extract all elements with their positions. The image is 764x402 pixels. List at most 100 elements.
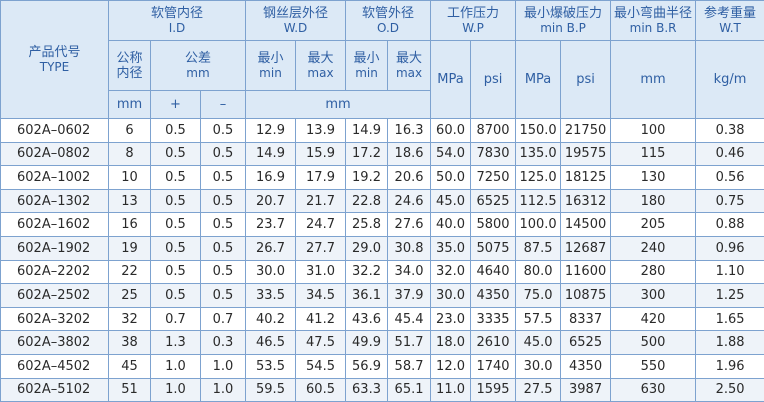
table-cell: 0.5 <box>151 166 201 190</box>
table-cell: 30.0 <box>246 260 296 284</box>
table-cell: 0.38 <box>696 119 764 143</box>
table-cell: 15.9 <box>296 142 346 166</box>
table-cell: 27.5 <box>516 378 561 402</box>
header-cell: MPa <box>516 41 561 119</box>
table-cell: 54.0 <box>431 142 471 166</box>
table-cell: 22.8 <box>346 189 388 213</box>
table-cell: 125.0 <box>516 166 561 190</box>
table-cell: 14.9 <box>346 119 388 143</box>
table-cell: 43.6 <box>346 307 388 331</box>
table-cell: 40.0 <box>431 213 471 237</box>
table-cell: 300 <box>611 284 696 308</box>
table-cell: 40.2 <box>246 307 296 331</box>
header-text: 内径 <box>109 66 150 81</box>
table-cell: 0.5 <box>201 166 246 190</box>
table-cell: 31.0 <box>296 260 346 284</box>
table-cell: 602A–1902 <box>1 236 109 260</box>
header-cell: mm <box>109 91 151 119</box>
header-text: 钢丝层外径 <box>246 6 345 21</box>
table-cell: 3335 <box>471 307 516 331</box>
table-cell: 10 <box>109 166 151 190</box>
table-cell: 602A–2202 <box>1 260 109 284</box>
header-cell: psi <box>561 41 611 119</box>
table-cell: 7830 <box>471 142 516 166</box>
table-cell: 1.0 <box>151 378 201 402</box>
table-cell: 0.46 <box>696 142 764 166</box>
table-cell: 22 <box>109 260 151 284</box>
table-cell: 30.8 <box>388 236 431 260</box>
table-cell: 4350 <box>561 354 611 378</box>
table-cell: 8337 <box>561 307 611 331</box>
table-cell: 34.0 <box>388 260 431 284</box>
table-cell: 0.5 <box>151 284 201 308</box>
table-cell: 33.5 <box>246 284 296 308</box>
table-cell: 6525 <box>561 331 611 355</box>
table-cell: 10875 <box>561 284 611 308</box>
table-cell: 46.5 <box>246 331 296 355</box>
table-cell: 27.6 <box>388 213 431 237</box>
table-cell: 0.7 <box>151 307 201 331</box>
table-cell: 14500 <box>561 213 611 237</box>
table-cell: 550 <box>611 354 696 378</box>
header-text: mm <box>151 66 245 81</box>
table-cell: 630 <box>611 378 696 402</box>
header-text: TYPE <box>1 60 108 75</box>
table-cell: 24.6 <box>388 189 431 213</box>
header-text: O.D <box>346 21 430 36</box>
table-cell: 0.5 <box>151 236 201 260</box>
table-cell: 12687 <box>561 236 611 260</box>
table-cell: 6525 <box>471 189 516 213</box>
table-cell: 0.75 <box>696 189 764 213</box>
table-cell: 50.0 <box>431 166 471 190</box>
table-cell: 20.7 <box>246 189 296 213</box>
header-text: 最小爆破压力 <box>516 6 610 21</box>
table-cell: 1.0 <box>151 354 201 378</box>
table-cell: 420 <box>611 307 696 331</box>
table-cell: 602A–1302 <box>1 189 109 213</box>
table-cell: 19.2 <box>346 166 388 190</box>
table-cell: 0.5 <box>151 260 201 284</box>
table-cell: 602A–0602 <box>1 119 109 143</box>
table-cell: 0.5 <box>151 189 201 213</box>
table-cell: 602A–1602 <box>1 213 109 237</box>
table-cell: 23.7 <box>246 213 296 237</box>
table-cell: 57.5 <box>516 307 561 331</box>
header-text: I.D <box>109 21 245 36</box>
table-cell: 65.1 <box>388 378 431 402</box>
table-cell: 0.5 <box>201 213 246 237</box>
table-cell: 602A–5102 <box>1 378 109 402</box>
header-text: W.D <box>246 21 345 36</box>
header-cell: psi <box>471 41 516 119</box>
table-cell: 1.10 <box>696 260 764 284</box>
table-cell: 280 <box>611 260 696 284</box>
table-cell: 32.2 <box>346 260 388 284</box>
table-cell: 49.9 <box>346 331 388 355</box>
header-cell: – <box>201 91 246 119</box>
header-text: 软管内径 <box>109 6 245 21</box>
table-cell: 51.7 <box>388 331 431 355</box>
table-cell: 1.0 <box>201 354 246 378</box>
table-cell: 4640 <box>471 260 516 284</box>
table-cell: 0.5 <box>151 213 201 237</box>
table-cell: 1.0 <box>201 378 246 402</box>
table-cell: 16.9 <box>246 166 296 190</box>
table-cell: 36.1 <box>346 284 388 308</box>
table-cell: 602A–3802 <box>1 331 109 355</box>
table-cell: 16312 <box>561 189 611 213</box>
table-cell: 21750 <box>561 119 611 143</box>
table-cell: 1740 <box>471 354 516 378</box>
table-cell: 0.96 <box>696 236 764 260</box>
header-text: 最大 <box>388 51 430 66</box>
table-cell: 150.0 <box>516 119 561 143</box>
header-cell: + <box>151 91 201 119</box>
